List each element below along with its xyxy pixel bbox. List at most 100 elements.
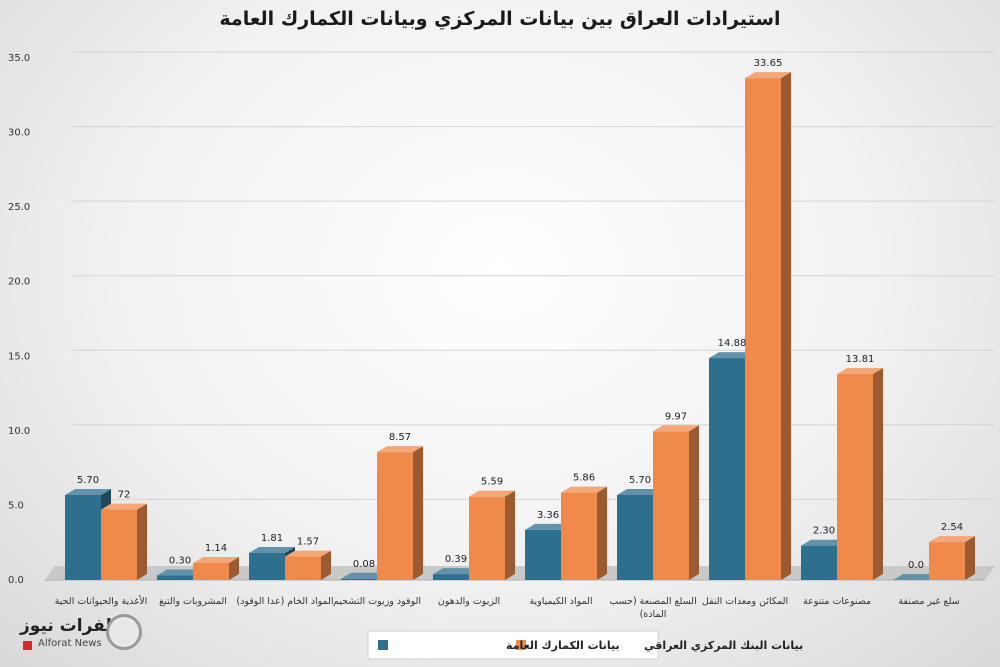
bar-top: [929, 536, 975, 543]
bar-top: [101, 503, 147, 510]
bar-front: [249, 553, 285, 580]
legend-label: بيانات الكمارك العامة: [506, 639, 620, 652]
data-label: 1.14: [205, 543, 227, 554]
y-tick-label: 20.0: [8, 277, 30, 288]
bar-top: [561, 486, 607, 493]
watermark-emblem-icon: [106, 614, 142, 650]
bar-central-bank: [193, 556, 239, 580]
bar-top: [745, 72, 791, 79]
data-label: 14.88: [718, 338, 747, 349]
bar-side: [413, 446, 423, 580]
watermark-english-text: Alforat News: [38, 638, 102, 649]
bar-top: [709, 352, 755, 359]
x-tick-label: السلع المصنعة (حسب: [609, 596, 696, 607]
bar-front: [285, 556, 321, 580]
x-tick-label: المادة): [640, 609, 667, 620]
bar-top: [801, 539, 847, 546]
bar-top: [341, 572, 387, 579]
x-tick-label: الوقود وزيوت التشحيم: [333, 596, 421, 607]
bar-side: [597, 486, 607, 580]
bar-side: [689, 425, 699, 580]
bar-front: [929, 542, 965, 580]
bar-central-bank: [837, 368, 883, 580]
chart-title: استيرادات العراق بين بيانات المركزي وبيا…: [219, 8, 780, 31]
bar-central-bank: [745, 72, 791, 581]
bar-top: [837, 368, 883, 375]
bar-side: [505, 490, 515, 580]
data-label: 5.70: [629, 475, 651, 486]
x-tick-label: سلع غير مصنفة: [898, 596, 959, 607]
y-tick-label: 0.0: [8, 575, 24, 586]
x-tick-label: المواد الخام (عدا الوقود): [236, 596, 333, 607]
bar-top: [249, 547, 295, 554]
bars-layer: [65, 72, 975, 581]
bar-central-bank: [469, 490, 515, 580]
data-label: 9.97: [665, 411, 687, 422]
y-tick-label: 5.0: [8, 500, 24, 511]
bar-front: [157, 575, 193, 580]
bar-top: [157, 569, 203, 576]
bar-top: [65, 488, 111, 495]
bar-front: [193, 562, 229, 580]
data-label: 5.59: [481, 477, 503, 488]
x-tick-label: الزيوت والدهون: [438, 596, 500, 607]
bar-central-bank: [929, 536, 975, 580]
x-tick-label: المكائن ومعدات النقل: [702, 596, 788, 607]
bar-side: [781, 72, 791, 581]
legend-label: بيانات البنك المركزي العراقي: [644, 639, 803, 652]
bar-side: [229, 556, 239, 580]
x-tick-label: الأغذية والحيوانات الحية: [55, 595, 148, 607]
bar-top: [469, 490, 515, 497]
bar-front: [561, 492, 597, 580]
bar-top: [893, 574, 939, 580]
bar-side: [965, 536, 975, 580]
data-label: 13.81: [846, 354, 875, 365]
bar-top: [525, 523, 571, 530]
bar-front: [377, 452, 413, 580]
data-label: 8.57: [389, 432, 411, 443]
legend: بيانات البنك المركزي العراقي بيانات الكما…: [367, 630, 803, 660]
watermark-red-square: [23, 641, 32, 650]
bar-top: [285, 550, 331, 557]
y-tick-label: 25.0: [8, 202, 30, 213]
bar-front: [101, 509, 137, 580]
x-tick-label: المواد الكيمياوية: [529, 596, 592, 607]
bar-front: [837, 374, 873, 580]
data-label: 5.86: [573, 473, 595, 484]
data-label: 2.54: [941, 522, 963, 533]
bar-front: [617, 494, 653, 580]
bar-central-bank: [561, 486, 607, 580]
y-tick-label: 30.0: [8, 128, 30, 139]
y-tick-label: 35.0: [8, 53, 30, 64]
bar-customs: [893, 574, 939, 580]
bar-top: [617, 488, 663, 495]
legend-swatch: [378, 640, 388, 650]
bar-front: [801, 545, 837, 580]
legend-swatch: [516, 640, 526, 650]
data-label: 72: [118, 490, 131, 501]
data-label: 0.08: [353, 559, 375, 570]
bar-front: [745, 78, 781, 581]
bar-side: [321, 550, 331, 580]
bar-front: [433, 574, 469, 580]
bar-side: [137, 503, 147, 580]
data-label: 0.30: [169, 556, 191, 567]
bar-top: [377, 446, 423, 453]
bar-top: [433, 568, 479, 575]
data-label: 1.81: [261, 533, 283, 544]
bar-central-bank: [377, 446, 423, 580]
y-tick-label: 10.0: [8, 426, 30, 437]
x-tick-label: المشروبات والتبغ: [159, 596, 227, 607]
data-label: 5.70: [77, 475, 99, 486]
bar-side: [873, 368, 883, 580]
watermark-arabic-text: الفرات نيوز: [20, 616, 118, 636]
data-label: 3.36: [537, 510, 559, 521]
bar-central-bank: [285, 550, 331, 580]
bar-top: [653, 425, 699, 432]
x-tick-label: مصنوعات متنوعة: [803, 596, 871, 607]
legend-box: [367, 630, 659, 660]
bar-front: [525, 529, 561, 580]
data-label: 1.57: [297, 537, 319, 548]
bar-central-bank: [653, 425, 699, 580]
